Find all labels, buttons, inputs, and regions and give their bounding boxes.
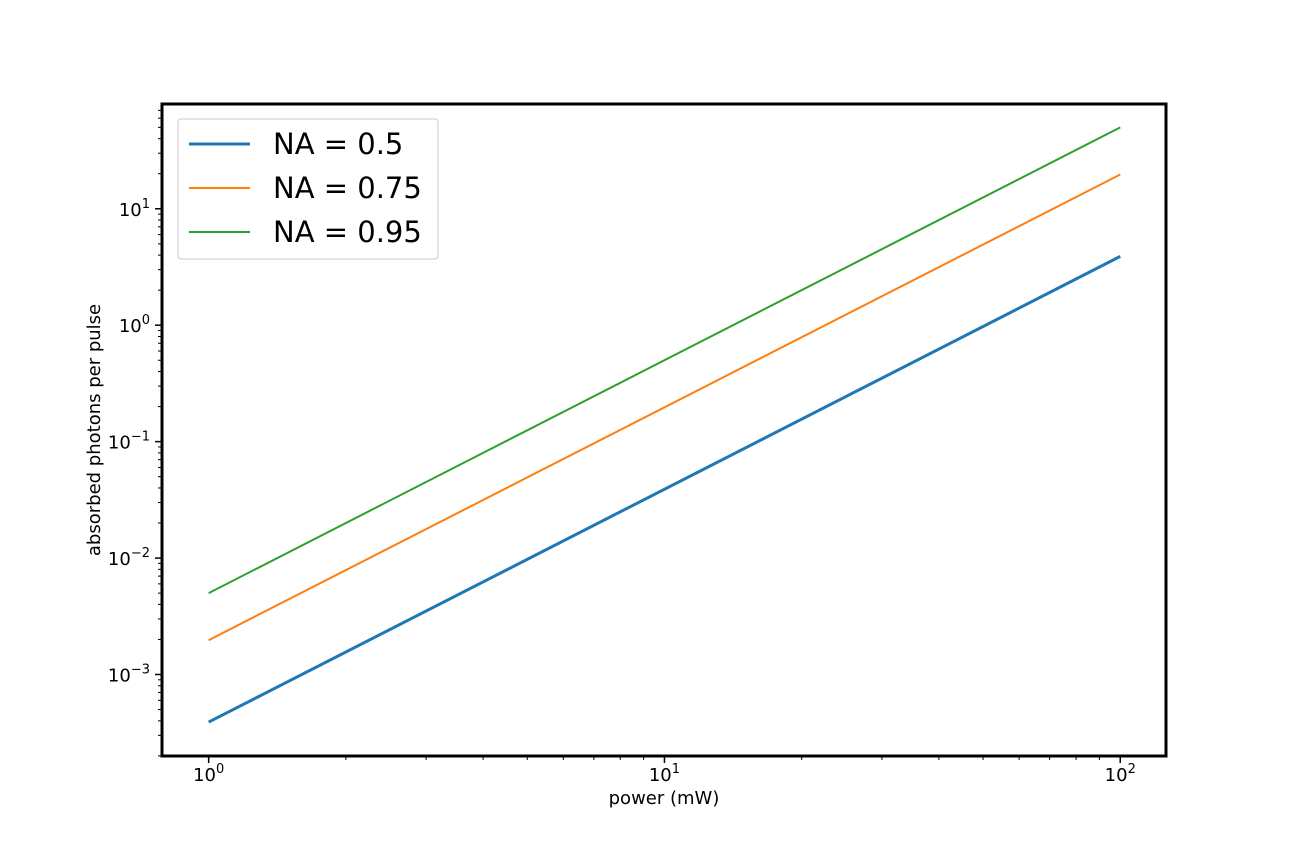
x-tick-label: 102 — [1105, 762, 1136, 786]
y-tick-label: 100 — [119, 313, 150, 337]
legend: NA = 0.5 NA = 0.75 NA = 0.95 — [177, 118, 439, 260]
y-tick-label: 10−3 — [108, 662, 150, 686]
series-lines — [207, 126, 1121, 724]
y-tick-label: 10−1 — [108, 430, 150, 454]
legend-label-3: NA = 0.95 — [273, 215, 422, 249]
y-axis-ticks: 10−3 10−2 10−1 100 101 — [108, 109, 162, 757]
legend-label-1: NA = 0.5 — [273, 127, 403, 161]
y-tick-label: 101 — [119, 197, 150, 221]
series-line-3 — [208, 126, 1121, 595]
x-tick-label: 100 — [193, 762, 224, 786]
y-tick-label: 10−2 — [108, 546, 150, 570]
series-line-1 — [207, 255, 1121, 724]
x-axis-label: power (mW) — [609, 788, 720, 809]
legend-label-2: NA = 0.75 — [273, 171, 422, 205]
legend-box — [177, 118, 439, 260]
series-line-2 — [208, 173, 1121, 642]
y-axis-label: absorbed photons per pulse — [84, 304, 105, 556]
x-tick-label: 101 — [649, 762, 680, 786]
x-axis-ticks: 100 101 102 — [193, 756, 1136, 786]
